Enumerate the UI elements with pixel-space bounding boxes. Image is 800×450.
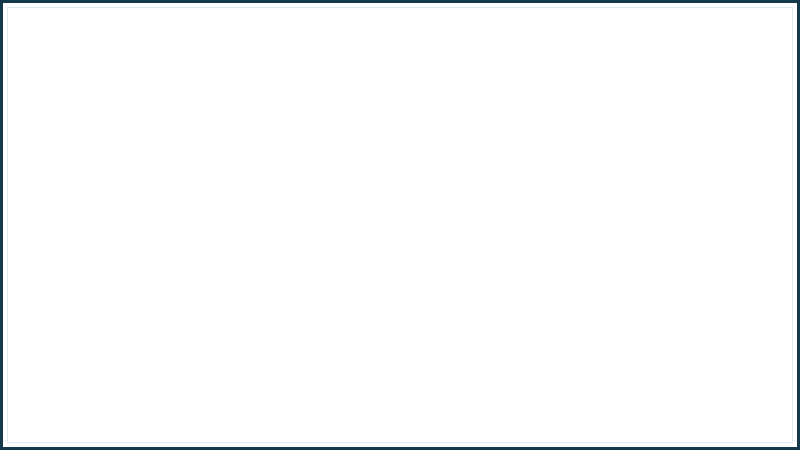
source-attribution: Source: www.gminsights.com — [632, 417, 770, 429]
legend-item-automatic[interactable]: Automatic — [363, 380, 443, 402]
legend-label-others: Others — [594, 383, 638, 399]
legend-label-automatic: Automatic — [379, 383, 444, 399]
pie-chart: 60.9% — [8, 8, 792, 368]
legend-swatch-icon-others — [578, 386, 587, 396]
pie-slice-manual[interactable] — [266, 76, 401, 224]
legend-item-others[interactable]: Others — [578, 380, 638, 402]
pie-slice-group — [266, 76, 534, 345]
legend-item-manual[interactable]: Manual — [163, 380, 227, 402]
legend-swatch-icon-automatic — [363, 386, 372, 396]
legend-label-manual: Manual — [179, 383, 227, 399]
chart-legend: Manual Automatic Others — [8, 380, 792, 410]
slice-percentage-label-automatic: 60.9% — [511, 96, 548, 111]
pie-chart-svg — [266, 76, 534, 345]
chart-canvas: Coffee Machines Market Revenue Share, By… — [8, 8, 792, 442]
legend-swatch-icon-manual — [163, 386, 172, 396]
